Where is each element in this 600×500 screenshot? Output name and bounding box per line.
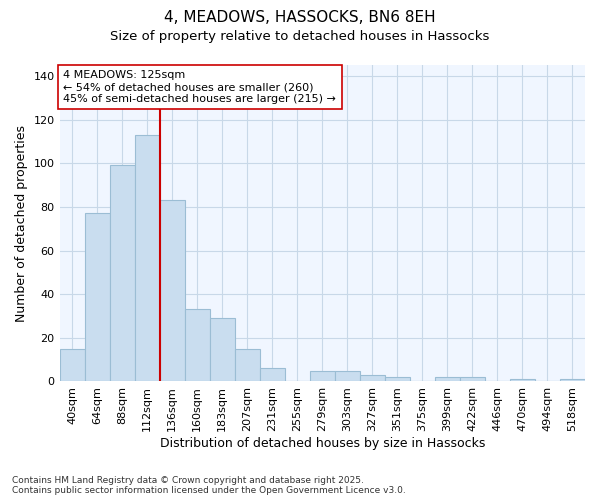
Bar bbox=[310, 370, 335, 382]
X-axis label: Distribution of detached houses by size in Hassocks: Distribution of detached houses by size … bbox=[160, 437, 485, 450]
Bar bbox=[85, 214, 110, 382]
Text: Size of property relative to detached houses in Hassocks: Size of property relative to detached ho… bbox=[110, 30, 490, 43]
Bar bbox=[360, 375, 385, 382]
Bar bbox=[235, 348, 260, 382]
Bar bbox=[260, 368, 285, 382]
Text: 4 MEADOWS: 125sqm
← 54% of detached houses are smaller (260)
45% of semi-detache: 4 MEADOWS: 125sqm ← 54% of detached hous… bbox=[63, 70, 336, 104]
Bar bbox=[560, 380, 585, 382]
Text: Contains HM Land Registry data © Crown copyright and database right 2025.
Contai: Contains HM Land Registry data © Crown c… bbox=[12, 476, 406, 495]
Bar bbox=[435, 377, 460, 382]
Bar bbox=[59, 348, 85, 382]
Bar bbox=[110, 166, 134, 382]
Bar bbox=[134, 135, 160, 382]
Text: 4, MEADOWS, HASSOCKS, BN6 8EH: 4, MEADOWS, HASSOCKS, BN6 8EH bbox=[164, 10, 436, 25]
Bar bbox=[460, 377, 485, 382]
Bar bbox=[385, 377, 410, 382]
Bar bbox=[160, 200, 185, 382]
Bar bbox=[335, 370, 360, 382]
Bar bbox=[510, 380, 535, 382]
Bar bbox=[209, 318, 235, 382]
Y-axis label: Number of detached properties: Number of detached properties bbox=[15, 124, 28, 322]
Bar bbox=[185, 310, 209, 382]
